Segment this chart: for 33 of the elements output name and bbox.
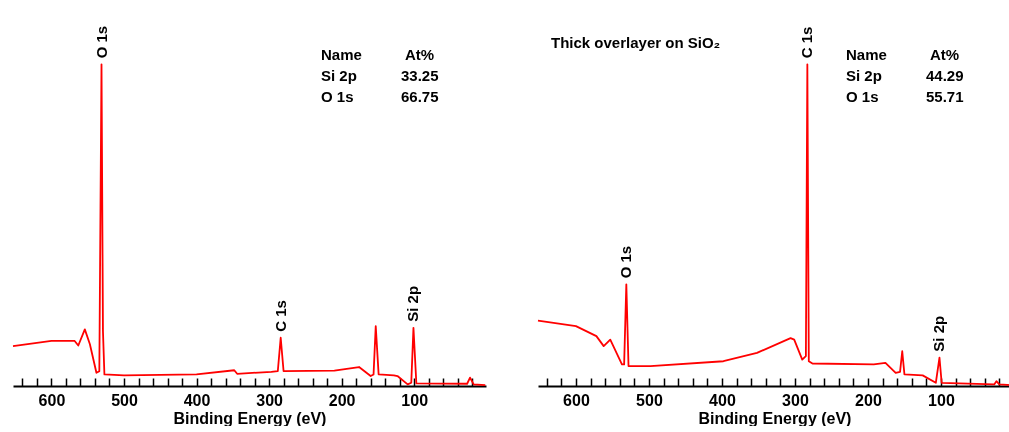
annotation: C 1s xyxy=(271,300,289,332)
x-axis-title: Binding Energy (eV) xyxy=(698,409,852,427)
text: At% xyxy=(930,46,960,63)
x-tick-label: 500 xyxy=(636,391,663,409)
annotation: Si 2p xyxy=(404,285,422,322)
annotation: 44.29 xyxy=(926,67,964,84)
x-tick-label: 600 xyxy=(563,391,590,409)
x-tick-label: 200 xyxy=(328,391,356,409)
x-tick-label: 400 xyxy=(183,391,211,409)
annotation: 66.75 xyxy=(401,88,439,105)
annotation: 33.25 xyxy=(401,67,439,84)
x-tick-label: 100 xyxy=(401,391,429,409)
x-tick-label: 300 xyxy=(782,391,809,409)
x-tick-label: 400 xyxy=(709,391,736,409)
annotation: O 1s xyxy=(846,88,879,105)
x-tick-label: 500 xyxy=(111,391,138,409)
x-tick-label: 300 xyxy=(256,391,284,409)
chart-title: Thick overlayer on SiO₂ xyxy=(551,34,721,51)
annotation: O 1s xyxy=(92,25,110,59)
text: Name xyxy=(846,46,887,63)
x-tick-label: 100 xyxy=(928,391,955,409)
annotation: Si 2p xyxy=(930,315,948,352)
annotation: O 1s xyxy=(617,245,635,279)
annotation: O 1s xyxy=(321,88,354,105)
annotation: 55.71 xyxy=(926,88,964,105)
text: At% xyxy=(405,46,435,63)
text: Name xyxy=(321,46,362,63)
annotation: C 1s xyxy=(798,26,816,59)
annotation: Si 2p xyxy=(321,67,357,84)
x-tick-label: 200 xyxy=(855,391,882,409)
x-tick-label: 600 xyxy=(38,391,66,409)
annotation: Si 2p xyxy=(846,67,882,84)
x-axis-title: Binding Energy (eV) xyxy=(173,409,327,427)
